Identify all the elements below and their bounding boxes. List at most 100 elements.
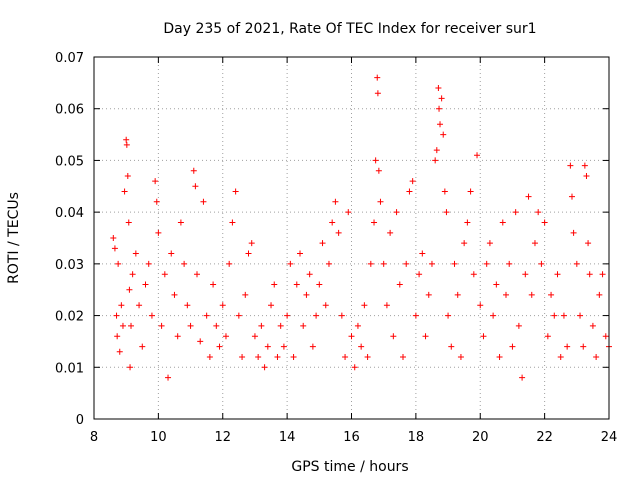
data-point bbox=[284, 312, 291, 319]
data-point bbox=[531, 240, 538, 247]
data-point bbox=[287, 260, 294, 267]
data-point bbox=[213, 322, 220, 329]
data-point bbox=[393, 209, 400, 216]
data-point bbox=[443, 209, 450, 216]
x-axis-tick-labels: 8 10 12 14 16 18 20 22 24 bbox=[90, 430, 617, 445]
data-point bbox=[470, 271, 477, 278]
data-point bbox=[309, 343, 316, 350]
data-point bbox=[425, 291, 432, 298]
data-point bbox=[129, 271, 136, 278]
data-point bbox=[158, 322, 165, 329]
data-point bbox=[248, 240, 255, 247]
data-point bbox=[271, 281, 278, 288]
data-point bbox=[123, 141, 130, 148]
data-point bbox=[127, 364, 134, 371]
data-point bbox=[229, 219, 236, 226]
data-point bbox=[515, 322, 522, 329]
y-tick-label: 0.03 bbox=[55, 258, 84, 273]
data-point bbox=[348, 333, 355, 340]
x-tick-label: 22 bbox=[536, 430, 553, 445]
data-point bbox=[345, 209, 352, 216]
data-point bbox=[123, 136, 130, 143]
x-tick-label: 10 bbox=[150, 430, 167, 445]
data-point bbox=[406, 188, 413, 195]
data-point bbox=[403, 260, 410, 267]
data-point bbox=[548, 291, 555, 298]
data-point bbox=[216, 343, 223, 350]
data-point bbox=[593, 353, 600, 360]
data-point bbox=[261, 364, 268, 371]
data-point bbox=[525, 193, 532, 200]
data-point bbox=[496, 353, 503, 360]
data-point bbox=[306, 271, 313, 278]
data-point bbox=[255, 353, 262, 360]
data-point bbox=[371, 219, 378, 226]
y-tick-label: 0.05 bbox=[55, 154, 84, 169]
data-point bbox=[602, 333, 609, 340]
data-point bbox=[280, 343, 287, 350]
y-tick-label: 0.02 bbox=[55, 310, 84, 325]
data-point bbox=[184, 302, 191, 309]
data-point bbox=[115, 260, 122, 267]
data-point bbox=[300, 322, 307, 329]
y-tick-label: 0 bbox=[76, 413, 84, 428]
data-point bbox=[121, 188, 128, 195]
data-point bbox=[177, 219, 184, 226]
x-tick-label: 20 bbox=[472, 430, 489, 445]
data-point bbox=[544, 333, 551, 340]
data-point bbox=[512, 209, 519, 216]
data-point bbox=[181, 260, 188, 267]
data-point bbox=[110, 235, 117, 241]
data-point bbox=[242, 291, 249, 298]
data-point bbox=[445, 312, 452, 319]
data-point bbox=[126, 286, 133, 293]
data-point bbox=[111, 245, 118, 252]
data-point bbox=[264, 343, 271, 350]
data-point bbox=[583, 172, 590, 179]
data-point bbox=[367, 260, 374, 267]
data-point bbox=[375, 167, 382, 174]
data-point bbox=[464, 219, 471, 226]
data-point bbox=[118, 302, 125, 309]
data-point bbox=[325, 260, 332, 267]
data-point bbox=[125, 219, 132, 226]
data-point bbox=[519, 374, 526, 381]
data-point bbox=[319, 240, 326, 247]
data-point bbox=[293, 281, 300, 288]
data-point bbox=[573, 260, 580, 267]
data-point bbox=[483, 260, 490, 267]
data-point bbox=[448, 343, 455, 350]
data-point bbox=[128, 322, 135, 329]
data-point bbox=[581, 162, 588, 169]
data-point bbox=[190, 167, 197, 174]
data-point bbox=[335, 229, 342, 236]
x-tick-label: 14 bbox=[279, 430, 296, 445]
x-axis-label: GPS time / hours bbox=[291, 459, 408, 475]
data-point bbox=[116, 348, 123, 355]
y-tick-label: 0.07 bbox=[55, 51, 84, 66]
data-point bbox=[374, 74, 381, 81]
y-axis-tick-labels: 0 0.01 0.02 0.03 0.04 0.05 0.06 0.07 bbox=[55, 51, 84, 428]
data-point bbox=[354, 322, 361, 329]
data-point bbox=[124, 172, 131, 179]
data-point bbox=[206, 353, 213, 360]
data-point bbox=[570, 229, 577, 236]
data-point bbox=[416, 271, 423, 278]
data-point bbox=[535, 209, 542, 216]
data-point bbox=[277, 322, 284, 329]
data-point bbox=[490, 312, 497, 319]
data-point bbox=[136, 302, 143, 309]
data-point bbox=[342, 353, 349, 360]
data-point bbox=[580, 343, 587, 350]
data-point bbox=[522, 271, 529, 278]
data-point bbox=[351, 364, 358, 371]
data-point bbox=[197, 338, 204, 345]
data-point bbox=[132, 250, 139, 257]
data-point bbox=[203, 312, 210, 319]
data-point bbox=[374, 90, 381, 97]
data-point bbox=[192, 183, 199, 190]
data-point bbox=[435, 85, 442, 92]
data-point bbox=[329, 219, 336, 226]
data-point bbox=[509, 343, 516, 350]
